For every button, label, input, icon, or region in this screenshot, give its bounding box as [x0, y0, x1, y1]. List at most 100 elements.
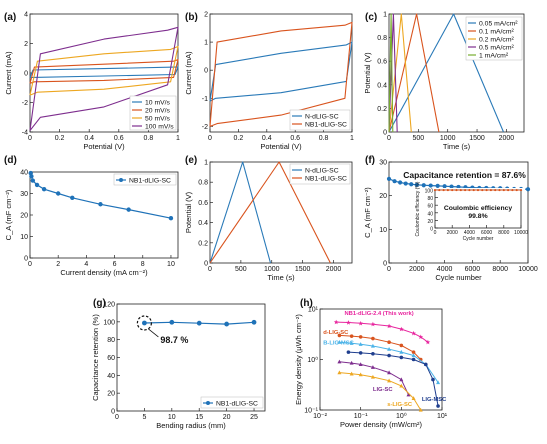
- legend-label: 0.1 mA/cm²: [479, 29, 514, 36]
- inset-background: [411, 188, 525, 246]
- x-tick-label: 0.8: [144, 135, 154, 142]
- data-point: [392, 179, 397, 184]
- y-tick-label: 120: [103, 302, 115, 309]
- data-point: [399, 355, 404, 360]
- y-axis-label: Energy density (μWh cm⁻²): [294, 314, 303, 405]
- series-line: [388, 13, 398, 133]
- data-point: [41, 187, 47, 192]
- axes-frame: [116, 303, 266, 412]
- data-point: [337, 370, 342, 375]
- x-tick-label: 10: [167, 261, 175, 268]
- x-tick-label: 2000: [447, 230, 458, 236]
- data-point: [424, 362, 428, 367]
- x-tick-label: 1: [176, 135, 180, 142]
- data-point: [418, 407, 423, 412]
- x-tick-label: 20: [223, 414, 231, 421]
- data-point: [30, 178, 36, 183]
- x-tick-label: 1500: [295, 266, 311, 273]
- data-point: [451, 188, 454, 192]
- y-tick-label: 0: [111, 409, 115, 416]
- annotation-arrow: [148, 328, 159, 338]
- x-tick-label: 6000: [481, 230, 492, 236]
- data-point: [399, 349, 404, 354]
- y-tick-label: 80: [427, 196, 433, 202]
- data-point: [436, 404, 440, 408]
- data-point: [411, 353, 416, 358]
- x-tick-label: 10⁰: [396, 412, 407, 420]
- axes-frame: [209, 13, 353, 133]
- series-line: [209, 161, 331, 264]
- legend-label: 20 mV/s: [145, 108, 171, 115]
- data-point: [507, 188, 510, 192]
- data-point: [411, 330, 416, 336]
- panel-label: (b): [185, 12, 198, 23]
- x-tick-label: 1000: [440, 135, 456, 142]
- x-axis-label: Cycle number: [463, 236, 494, 242]
- x-tick-label: 0: [28, 135, 32, 142]
- data-point: [358, 320, 364, 326]
- x-tick-label: 10¹: [437, 413, 448, 420]
- y-axis-label: Potential (V): [363, 52, 372, 94]
- panel-b: (b) 0 0.2 0.4 0.6 0.8 1 -2 -1 0 1 2 Potential (V) Cur…: [184, 12, 354, 152]
- data-point: [333, 319, 339, 325]
- y-tick-label: -1: [202, 96, 208, 103]
- data-point: [449, 184, 454, 189]
- panel-label: (h): [300, 298, 313, 309]
- data-point: [502, 188, 505, 192]
- data-point: [421, 183, 426, 188]
- series-label: LIG-SC: [373, 387, 393, 393]
- y-tick-label: 0: [383, 130, 387, 137]
- x-tick-label: 2000: [326, 266, 342, 273]
- highlight-circle: [136, 315, 153, 331]
- series-line: [29, 45, 179, 96]
- y-axis-label: Current (mA): [184, 51, 193, 95]
- x-tick-label: 4000: [437, 266, 453, 273]
- x-axis-label: Time (s): [443, 142, 471, 151]
- data-point: [370, 343, 375, 348]
- legend-label: NB1-dLIG-SC: [305, 176, 347, 183]
- panel-e: (e) 0 500 1000 1500 2000 0 0.2 0.4 0.6 0.8 1 Time (s…: [184, 155, 353, 282]
- y-tick-label: 2: [24, 41, 28, 48]
- data-point: [337, 340, 342, 344]
- data-point: [411, 396, 416, 400]
- y-tick-label: 1: [204, 40, 208, 47]
- x-tick-label: 0: [434, 230, 437, 236]
- data-point: [406, 392, 411, 397]
- series-line: [209, 161, 272, 264]
- data-point: [485, 188, 488, 192]
- x-tick-label: 4000: [464, 230, 475, 236]
- panel-label: (g): [93, 298, 106, 309]
- y-tick-label: 10⁻¹: [304, 408, 318, 415]
- y-tick-label: 60: [427, 204, 433, 210]
- legend-label: NB1-dLIG-SC: [129, 178, 171, 185]
- x-tick-label: 8: [141, 261, 145, 268]
- y-tick-label: 0.6: [377, 59, 387, 66]
- y-tick-label: 0.2: [198, 240, 208, 247]
- data-point: [494, 188, 497, 192]
- series-line: [30, 172, 172, 219]
- ce-annotation-line1: Coulombic efficiency: [444, 205, 513, 212]
- x-tick-label: 2: [56, 261, 60, 268]
- x-tick-label: 0: [387, 266, 391, 273]
- data-point: [438, 188, 441, 192]
- series-label: B-LIG-MSC: [323, 340, 354, 346]
- x-tick-label: 10⁻¹: [354, 413, 368, 420]
- series-line: [388, 13, 505, 133]
- data-point: [98, 202, 103, 207]
- data-point: [358, 362, 363, 366]
- series-label: s-LIG-SC: [387, 402, 413, 408]
- x-tick-label: 0: [387, 135, 391, 142]
- y-tick-label: 20: [20, 213, 28, 220]
- x-tick-label: 500: [235, 266, 247, 273]
- series-line: [29, 59, 179, 84]
- x-tick-label: 5: [142, 414, 146, 421]
- series-label: d-LIG-SC: [323, 330, 349, 336]
- x-tick-label: 0: [28, 261, 32, 268]
- data-point: [442, 184, 447, 189]
- series-line: [388, 13, 440, 133]
- y-axis-label: Current (mA): [4, 51, 13, 95]
- x-tick-label: 0.4: [84, 135, 94, 142]
- data-point: [346, 320, 351, 325]
- series-line: [209, 21, 353, 127]
- data-point: [459, 188, 462, 192]
